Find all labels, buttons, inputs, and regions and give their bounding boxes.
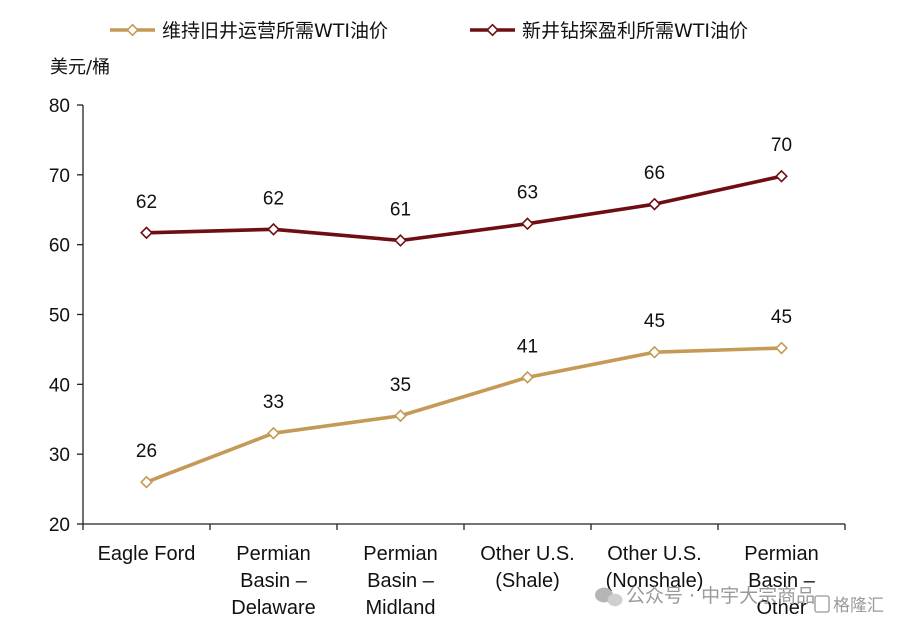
series-line [146,174,782,243]
x-category-label-line: Other U.S. [480,543,574,565]
series-lines [140,169,788,489]
y-tick-label: 80 [49,96,70,117]
y-tick-labels: 20 30 40 50 60 70 80 [49,96,70,536]
data-point-marker [521,217,534,231]
x-category-label: Eagle Ford [98,543,196,565]
x-category-label-line: Permian [236,543,310,565]
data-point-marker [521,370,534,384]
series-2 [140,169,788,247]
data-label: 66 [644,163,665,184]
data-point-marker [648,197,661,211]
y-tick-label: 30 [49,445,70,466]
data-point-marker [394,409,407,423]
y-tick-label: 40 [49,375,70,396]
x-category-label: Permian Basin – Midland [363,543,437,619]
data-label: 33 [263,392,284,413]
x-category-label-line: Permian [363,543,437,565]
watermark: 公众号 · 中宇大宗商品 格隆汇 [595,585,884,616]
legend-item-1: 维持旧井运营所需WTI油价 [110,20,388,42]
legend-marker [486,23,499,37]
x-category-label-line: Permian [744,543,818,565]
axes [77,104,846,530]
series-line [145,346,782,484]
x-category-label: Other U.S. (Shale) [480,543,574,592]
data-labels: 26 33 35 41 45 45 62 62 61 63 66 70 [136,135,792,462]
x-category-label-line: Other U.S. [607,543,701,565]
wechat-icon [595,587,623,607]
data-point-marker [394,234,407,247]
data-label: 62 [263,188,284,209]
data-point-marker [267,426,280,440]
data-label: 70 [771,135,792,156]
y-tick-label: 50 [49,306,70,327]
data-label: 26 [136,441,157,462]
watermark-text: 公众号 · 中宇大宗商品 [626,585,815,607]
data-point-marker [775,169,788,183]
data-label: 63 [517,183,538,204]
legend-item-2: 新井钻探盈利所需WTI油价 [470,20,748,42]
legend-marker [126,23,139,37]
x-category-label: Permian Basin – Other [744,543,818,619]
data-point-marker [140,475,153,489]
series-1 [140,341,788,489]
y-tick-label: 20 [49,515,70,536]
legend: 维持旧井运营所需WTI油价 新井钻探盈利所需WTI油价 [110,20,748,42]
x-category-label-line: (Nonshale) [606,570,704,592]
x-category-label-line: Midland [365,597,435,619]
data-label: 61 [390,199,411,220]
x-category-label: Other U.S. (Nonshale) [606,543,704,592]
x-category-label-line: Basin – [367,570,435,592]
x-category-label-line: Delaware [231,597,315,619]
x-category-label-line: Basin – [748,570,816,592]
data-label: 45 [771,307,792,328]
x-category-label-line: Basin – [240,570,308,592]
x-category-label-line: (Shale) [495,570,559,592]
data-label: 45 [644,311,665,332]
y-tick-label: 70 [49,166,70,187]
x-category-labels: Eagle Ford Permian Basin – Delaware Permian B… [98,543,819,619]
data-point-marker [267,222,280,236]
x-category-label-line: Other [756,597,806,619]
data-label: 62 [136,192,157,213]
y-axis-unit-label: 美元/桶 [50,57,110,78]
watermark-badge: 格隆汇 [833,596,884,616]
data-label: 35 [390,375,411,396]
data-point-marker [140,226,153,240]
x-category-label-line: Eagle Ford [98,543,196,565]
legend-label: 维持旧井运营所需WTI油价 [162,20,388,42]
data-point-marker [775,341,788,355]
badge-icon [814,595,830,613]
x-category-label: Permian Basin – Delaware [231,543,315,619]
legend-label: 新井钻探盈利所需WTI油价 [522,20,748,42]
data-label: 41 [517,336,538,357]
data-point-marker [648,345,661,359]
y-tick-label: 60 [49,236,70,257]
